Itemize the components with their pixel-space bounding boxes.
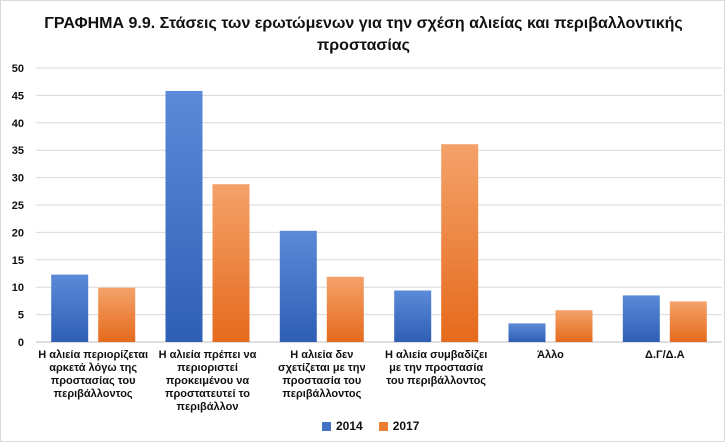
y-tick-label: 40 <box>12 118 24 130</box>
bar-2014-0 <box>51 274 89 342</box>
x-tick-label: Η αλιεία περιορίζεται αρκετά λόγω της πρ… <box>38 349 149 400</box>
x-tick-label: Η αλιεία δεν σχετίζεται με την προστασία… <box>278 349 366 400</box>
bar-2017-2 <box>326 276 364 342</box>
bar-2014-2 <box>279 230 317 342</box>
legend-label-2017: 2017 <box>392 419 420 433</box>
legend-swatch-2017 <box>378 421 388 431</box>
bar-2017-3 <box>441 144 479 342</box>
y-tick-label: 45 <box>12 90 24 102</box>
bar-2014-5 <box>622 295 660 342</box>
bar-2017-5 <box>669 301 707 342</box>
y-tick-label: 0 <box>18 337 24 349</box>
legend-item-2017: 2017 <box>378 419 420 433</box>
bar-2017-1 <box>212 184 250 342</box>
legend-swatch-2014 <box>322 421 331 431</box>
y-tick-label: 15 <box>12 255 24 267</box>
y-tick-label: 25 <box>12 200 24 212</box>
x-tick-label: Η αλιεία συμβαδίζει με την προστασία του… <box>385 349 488 387</box>
bar-2014-1 <box>165 91 203 342</box>
y-tick-label: 20 <box>12 227 24 239</box>
y-tick-label: 35 <box>12 145 24 157</box>
x-tick-label: Η αλιεία πρέπει να περιοριστεί προκειμέν… <box>158 349 257 413</box>
bar-2017-4 <box>555 310 593 342</box>
y-tick-label: 30 <box>12 173 24 185</box>
y-tick-label: 10 <box>12 282 24 294</box>
legend: 2014 2017 <box>322 419 431 433</box>
y-tick-label: 5 <box>18 310 24 322</box>
bar-2014-3 <box>394 290 432 342</box>
bar-2014-4 <box>508 323 546 342</box>
legend-item-2014: 2014 <box>322 419 363 433</box>
y-tick-label: 50 <box>12 63 24 75</box>
x-tick-label: Άλλο <box>537 349 564 361</box>
bar-2017-0 <box>98 287 136 342</box>
x-tick-label: Δ.Γ/Δ.Α <box>645 349 685 361</box>
chart-title: ΓΡΑΦΗΜΑ 9.9. Στάσεις των ερωτώμενων για … <box>44 15 683 54</box>
legend-label-2014: 2014 <box>336 419 363 433</box>
